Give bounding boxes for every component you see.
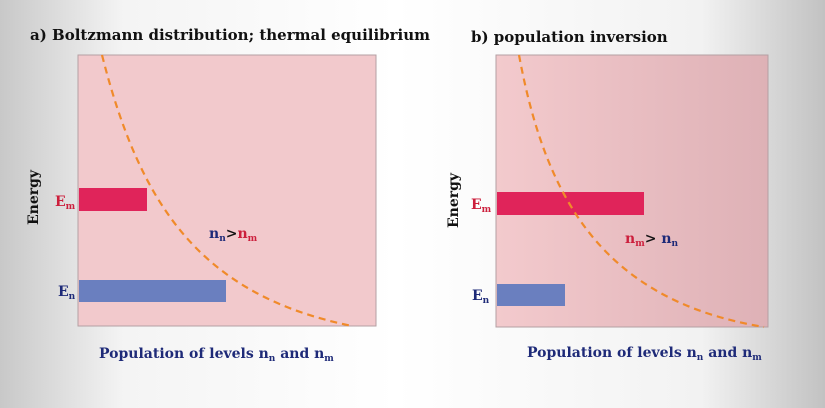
panel-b-distribution-curve <box>517 54 765 329</box>
panel-b-x-axis-label: Population of levels nn and nm <box>527 345 762 363</box>
panel-b-y-axis-label: Energy <box>446 172 462 228</box>
panel-b-relation: nm> nn <box>625 231 679 249</box>
panel-b-level-m-label: Em <box>471 197 492 215</box>
panel-a-title: a) Boltzmann distribution; thermal equil… <box>30 26 430 44</box>
panel-b-level-n-label: En <box>472 288 490 306</box>
panel-a-bar-n <box>79 280 226 302</box>
panel-a-y-axis-label: Energy <box>26 169 42 225</box>
panel-a-level-m-label: Em <box>55 194 76 212</box>
panel-b-bar-n <box>497 284 565 306</box>
panel-a-x-axis-label: Population of levels nn and nm <box>99 346 334 364</box>
panel-b-plot-area <box>495 54 769 328</box>
panel-a-relation: nn>nm <box>209 226 258 244</box>
panel-a-bar-m <box>79 188 147 211</box>
panel-a-level-n-label: En <box>58 284 76 302</box>
panel-b-title: b) population inversion <box>471 28 668 46</box>
